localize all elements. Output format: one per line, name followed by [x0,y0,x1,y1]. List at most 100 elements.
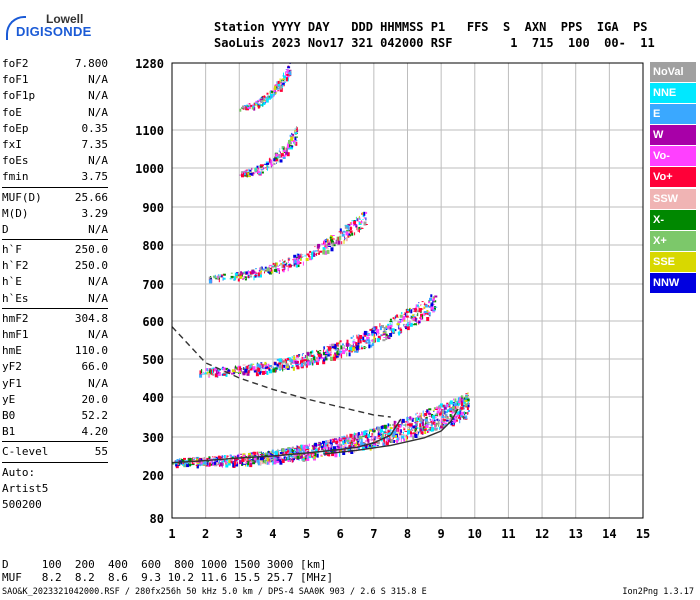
echo-point [294,141,296,146]
echo-point [279,82,282,86]
echo-point [369,444,371,447]
echo-point [352,434,354,436]
param-row: fmin 3.75 [2,169,108,185]
echo-point [386,426,389,429]
echo-point [325,248,329,250]
echo-point [250,271,252,275]
echo-point [297,448,301,452]
echo-point [384,440,386,444]
echo-point [231,369,235,373]
echo-point [455,404,459,406]
echo-point [329,344,332,346]
echo-point [278,150,280,153]
echo-point [284,260,286,263]
echo-point [269,369,272,374]
echo-point [421,301,424,303]
chart-grid [171,62,644,519]
echo-point [414,425,417,427]
echo-point [328,450,330,454]
echo-point [333,449,335,453]
echo-point [391,328,395,331]
echo-point [379,432,380,434]
echo-point [213,368,215,373]
echo-point [396,314,399,318]
echo-point [374,439,377,441]
echo-point [432,421,436,425]
echo-point [305,448,306,452]
echo-point [301,356,303,359]
echo-point [396,439,399,444]
echo-point [414,314,416,316]
echo-point [349,442,352,445]
echo-point [306,455,309,459]
echo-point [449,400,453,405]
echo-point [396,437,399,440]
echo-point [421,425,423,429]
echo-point [347,439,350,444]
echo-point [218,455,220,458]
echo-point [442,414,444,417]
echo-point [236,461,238,464]
echo-point [434,422,437,424]
echo-point [420,304,422,305]
param-value: N/A [88,275,108,289]
echo-point [383,327,386,332]
echo-point [265,100,267,103]
echo-point [279,148,281,150]
echo-point [390,332,392,334]
echo-point [214,274,216,278]
echo-point [364,333,367,337]
echo-point [317,442,321,444]
echo-point [282,156,286,159]
echo-point [287,460,290,462]
echo-point [204,372,207,375]
echo-point [385,429,387,431]
echo-point [262,97,264,102]
echo-point [324,356,326,361]
echo-point [252,366,256,371]
echo-point [339,235,342,240]
echo-point [230,458,232,463]
echo-point [358,334,360,337]
echo-point [177,464,180,466]
echo-point [325,448,327,451]
echo-point [262,268,265,271]
echo-point [268,453,271,455]
echo-point [292,450,294,452]
echo-point [208,279,212,284]
echo-point [219,274,221,278]
echo-point [378,332,380,334]
echo-point [420,421,423,425]
echo-point [460,406,464,410]
echo-point [405,423,407,428]
echo-point [338,446,340,449]
echo-point [419,317,421,319]
echo-point [257,101,259,103]
echo-point [284,147,286,152]
echo-point [345,225,348,228]
echo-point [393,426,394,430]
echo-point [418,306,420,309]
echo-point [281,78,285,81]
echo-point [278,450,281,452]
echo-point [253,102,257,106]
echo-point [434,414,438,416]
echo-point [196,457,198,459]
echo-point [392,332,395,334]
echo-point [357,230,359,232]
echo-point [303,446,306,451]
echo-point [287,447,291,450]
echo-point [273,461,277,465]
echo-point [291,448,293,452]
echo-point [244,172,248,177]
echo-point [300,365,302,367]
echo-point [460,411,464,416]
echo-point [222,273,226,276]
echo-point [357,439,359,440]
echo-point [311,251,314,256]
echo-point [425,424,429,428]
echo-point [239,370,242,373]
echo-point [367,438,370,443]
echo-point [247,271,249,276]
echo-point [350,450,354,454]
